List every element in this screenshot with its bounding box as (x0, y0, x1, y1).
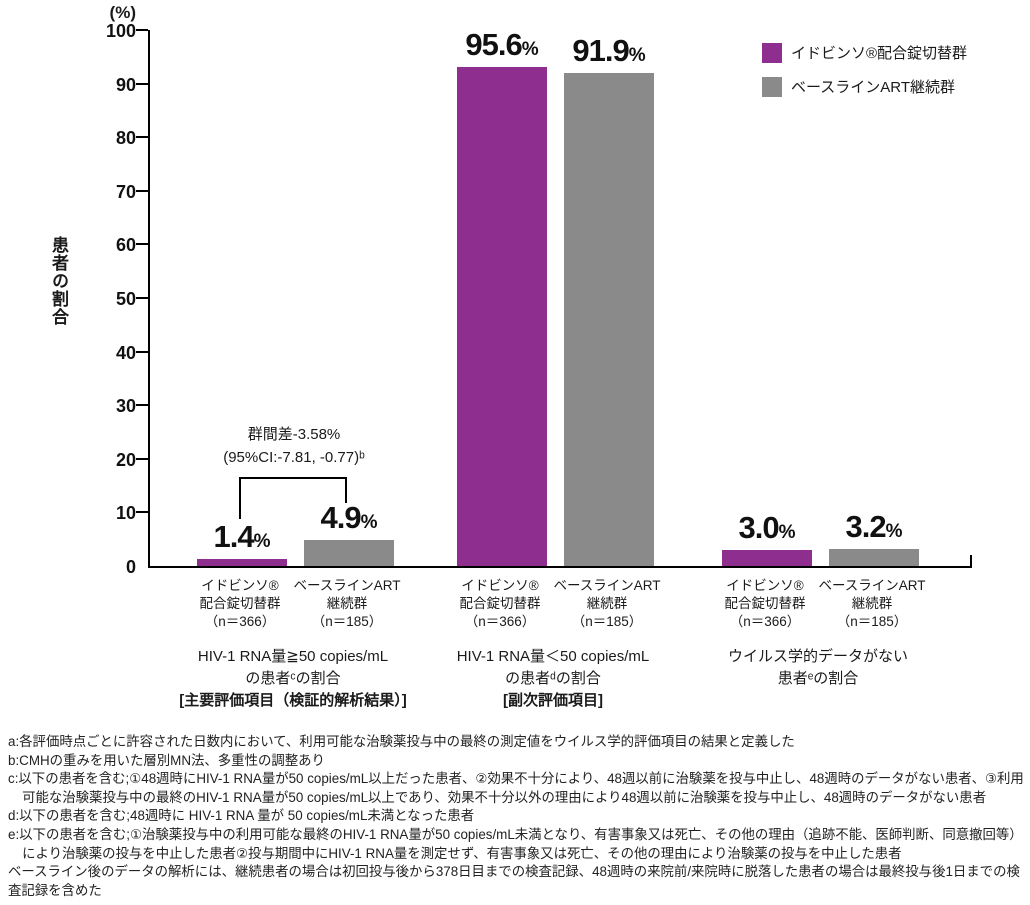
y-tick-mark (136, 29, 148, 31)
bar-baseline-group-2 (564, 73, 654, 566)
bar-value-label: 91.9% (572, 33, 646, 69)
legend-item-switch-group: イドビンソ®配合錠切替群 (762, 42, 967, 63)
y-tick-label: 20 (115, 449, 136, 470)
bar-baseline-group-3 (829, 548, 919, 566)
legend-swatch-purple (762, 42, 782, 63)
bar-sublabel: イドビンソ® 配合錠切替群 （n＝366） (459, 578, 541, 629)
bar-slot: 1.4% (197, 30, 287, 566)
group-caption-no-virologic-data: ウイルス学的データがない 患者ᵉの割合 (727, 648, 908, 687)
legend: イドビンソ®配合錠切替群 ベースラインART継続群 (762, 42, 967, 110)
bar-switch-group-1 (197, 558, 287, 566)
bar-slot: 95.6% (457, 27, 547, 566)
footnote-c: c:以下の患者を含む;①48週時にHIV-1 RNA量が50 copies/mL… (8, 771, 1024, 805)
y-tick-label: 80 (115, 128, 136, 149)
bar-sublabel: イドビンソ® 配合錠切替群 （n＝366） (724, 578, 806, 629)
bar-slot: 3.2% (829, 30, 919, 566)
bar-value-label: 1.4% (213, 518, 271, 554)
plot-area: 0 10 20 30 40 50 60 70 80 90 100 1.4% 4.9% 95.6% 9… (106, 21, 972, 577)
y-tick-label: 0 (125, 557, 136, 577)
bar-sublabel: ベースラインART 継続群 （n＝185） (553, 578, 661, 629)
bar-switch-group-3 (722, 549, 812, 566)
footnote-a: a:各評価時点ごとに許容された日数内において、利用可能な治験薬投与中の最終の測定… (8, 734, 795, 749)
y-tick-label: 40 (115, 342, 136, 363)
bar-value-label: 4.9% (320, 499, 378, 535)
bar-slot: 4.9% (304, 30, 394, 566)
bar-switch-group-2 (457, 67, 547, 566)
annotation-line1: 群間差-3.58% (247, 426, 341, 443)
group-caption-secondary-endpoint: HIV-1 RNA量＜50 copies/mL の患者ᵈの割合 [副次評価項目] (456, 648, 650, 709)
y-tick-mark (136, 82, 148, 85)
y-tick-mark (136, 457, 148, 460)
bar-baseline-group-1 (304, 539, 394, 566)
legend-label: イドビンソ®配合錠切替群 (791, 45, 968, 62)
y-tick-mark (136, 297, 148, 299)
y-tick-label: 90 (115, 74, 136, 95)
footnote-b: b:CMHの重みを用いた層別MN法、多重性の調整あり (8, 752, 325, 768)
bar-value-label: 95.6% (465, 27, 539, 62)
legend-swatch-gray (762, 76, 782, 97)
y-tick-mark (136, 350, 148, 353)
y-tick-mark (136, 136, 148, 139)
group-difference-annotation: 群間差-3.58% (95%CI:-7.81, -0.77)ᵇ (163, 423, 425, 469)
bar-slot: 3.0% (722, 30, 812, 566)
footnote-d: d:以下の患者を含む;48週時に HIV-1 RNA 量が 50 copies/… (8, 808, 475, 824)
footnote-e: e:以下の患者を含む;①治験薬投与中の利用可能な最終のHIV-1 RNA量が50… (8, 826, 1023, 861)
y-tick-label: 50 (115, 289, 136, 309)
bar-sublabel: イドビンソ® 配合錠切替群 （n＝366） (199, 578, 281, 629)
footnotes: a:各評価時点ごとに許容された日数内において、利用可能な治験薬投与中の最終の測定… (8, 733, 1024, 900)
y-tick-label: 30 (115, 396, 136, 417)
bar-value-label: 3.0% (738, 509, 796, 545)
group-caption-primary-endpoint: HIV-1 RNA量≧50 copies/mL の患者ᶜの割合 [主要評価項目（… (179, 648, 407, 709)
y-tick-mark (136, 404, 148, 407)
y-axis-unit-label: (%) (109, 3, 136, 22)
footnote-baseline-analysis: ベースライン後のデータの解析には、継続患者の場合は初回投与後から378日目までの… (8, 864, 1020, 898)
bar-sublabel: ベースラインART 継続群 （n＝185） (293, 578, 401, 629)
legend-label: ベースラインART継続群 (791, 79, 955, 96)
y-tick-mark (136, 189, 148, 192)
y-axis-title: 患者の割合 (49, 236, 68, 326)
bar-slot: 91.9% (564, 30, 654, 566)
bar-value-label: 3.2% (845, 508, 903, 544)
y-tick-label: 100 (105, 21, 136, 41)
y-tick-mark (136, 243, 148, 246)
y-tick-label: 60 (115, 235, 136, 256)
y-tick-label: 10 (115, 503, 136, 524)
annotation-line2: (95%CI:-7.81, -0.77)ᵇ (223, 449, 365, 466)
bar-sublabel: ベースラインART 継続群 （n＝185） (818, 578, 926, 629)
y-tick-mark (136, 511, 148, 514)
x-axis-end-tick (970, 555, 972, 566)
legend-item-baseline-group: ベースラインART継続群 (762, 76, 967, 97)
y-tick-label: 70 (115, 181, 136, 202)
